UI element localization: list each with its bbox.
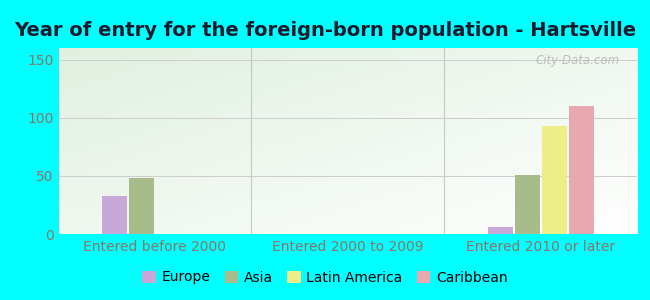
Bar: [569, 106, 593, 234]
Bar: [102, 196, 127, 234]
Legend: Europe, Asia, Latin America, Caribbean: Europe, Asia, Latin America, Caribbean: [136, 265, 514, 290]
Bar: [515, 175, 540, 234]
Bar: [541, 126, 567, 234]
Bar: [129, 178, 154, 234]
Bar: [488, 227, 513, 234]
Text: Year of entry for the foreign-born population - Hartsville: Year of entry for the foreign-born popul…: [14, 21, 636, 40]
Text: City-Data.com: City-Data.com: [536, 54, 619, 67]
